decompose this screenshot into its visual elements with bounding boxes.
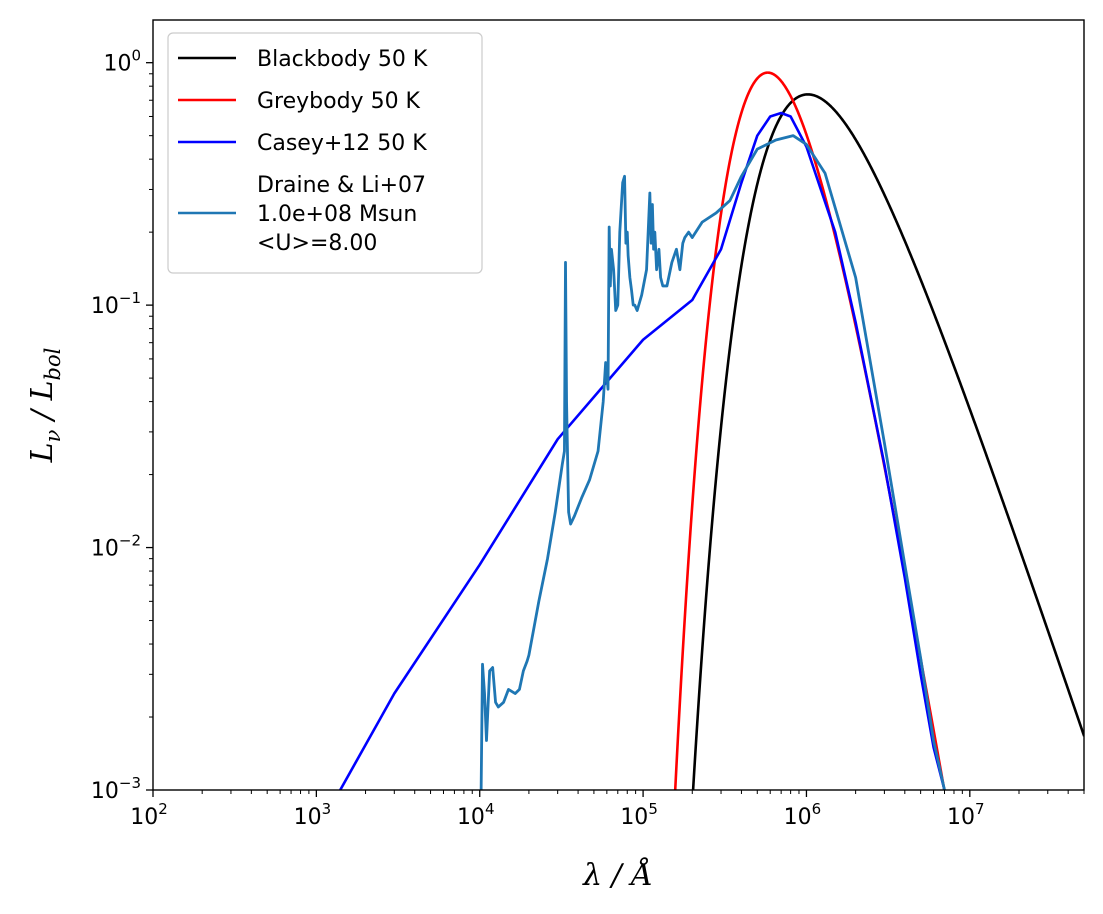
- legend-label: Blackbody 50 K: [257, 47, 428, 72]
- y-tick-label-exponent: 0: [131, 47, 141, 65]
- y-tick-label-exponent: −3: [119, 774, 141, 792]
- plot-frame: [152, 19, 1085, 791]
- x-tick-label-exponent: 4: [485, 800, 495, 818]
- y-tick-label-exponent: −2: [119, 532, 141, 550]
- y-tick-label: 10−1: [91, 289, 141, 319]
- legend-label: Draine & Li+07: [257, 173, 426, 198]
- y-axis-label-part: L: [25, 442, 60, 463]
- x-tick-label-exponent: 2: [158, 800, 168, 818]
- major-ticks: [146, 62, 971, 797]
- series-line-blackbody-50-k: [691, 93, 1084, 790]
- y-axis-label-part: ν: [41, 429, 65, 442]
- legend-label: Casey+12 50 K: [257, 131, 427, 156]
- x-tick-label-exponent: 3: [322, 800, 332, 818]
- series-layer: [339, 71, 1084, 790]
- x-tick-label-exponent: 6: [812, 800, 822, 818]
- legend-label: <U>=8.00: [257, 231, 377, 256]
- series-line-draine-li-07-1-0e-08-msun-u-8-00: [479, 134, 946, 790]
- x-tick-label-exponent: 5: [648, 800, 658, 818]
- legend: Blackbody 50 K Greybody 50 K Casey+12 50 K…: [167, 32, 483, 274]
- legend-box: [167, 32, 483, 274]
- y-axis-label-part: bol: [41, 348, 65, 381]
- series-line-casey-12-50-k: [339, 111, 946, 790]
- legend-label: 1.0e+08 Msun: [257, 202, 417, 227]
- y-axis-label-part: / L: [25, 381, 60, 430]
- legend-label: Greybody 50 K: [257, 89, 421, 114]
- y-axis-label: Lν / Lbol: [25, 348, 65, 464]
- x-tick-label-exponent: 7: [975, 800, 985, 818]
- x-axis-label: λ / Å: [582, 857, 653, 893]
- y-tick-label-exponent: −1: [119, 289, 141, 307]
